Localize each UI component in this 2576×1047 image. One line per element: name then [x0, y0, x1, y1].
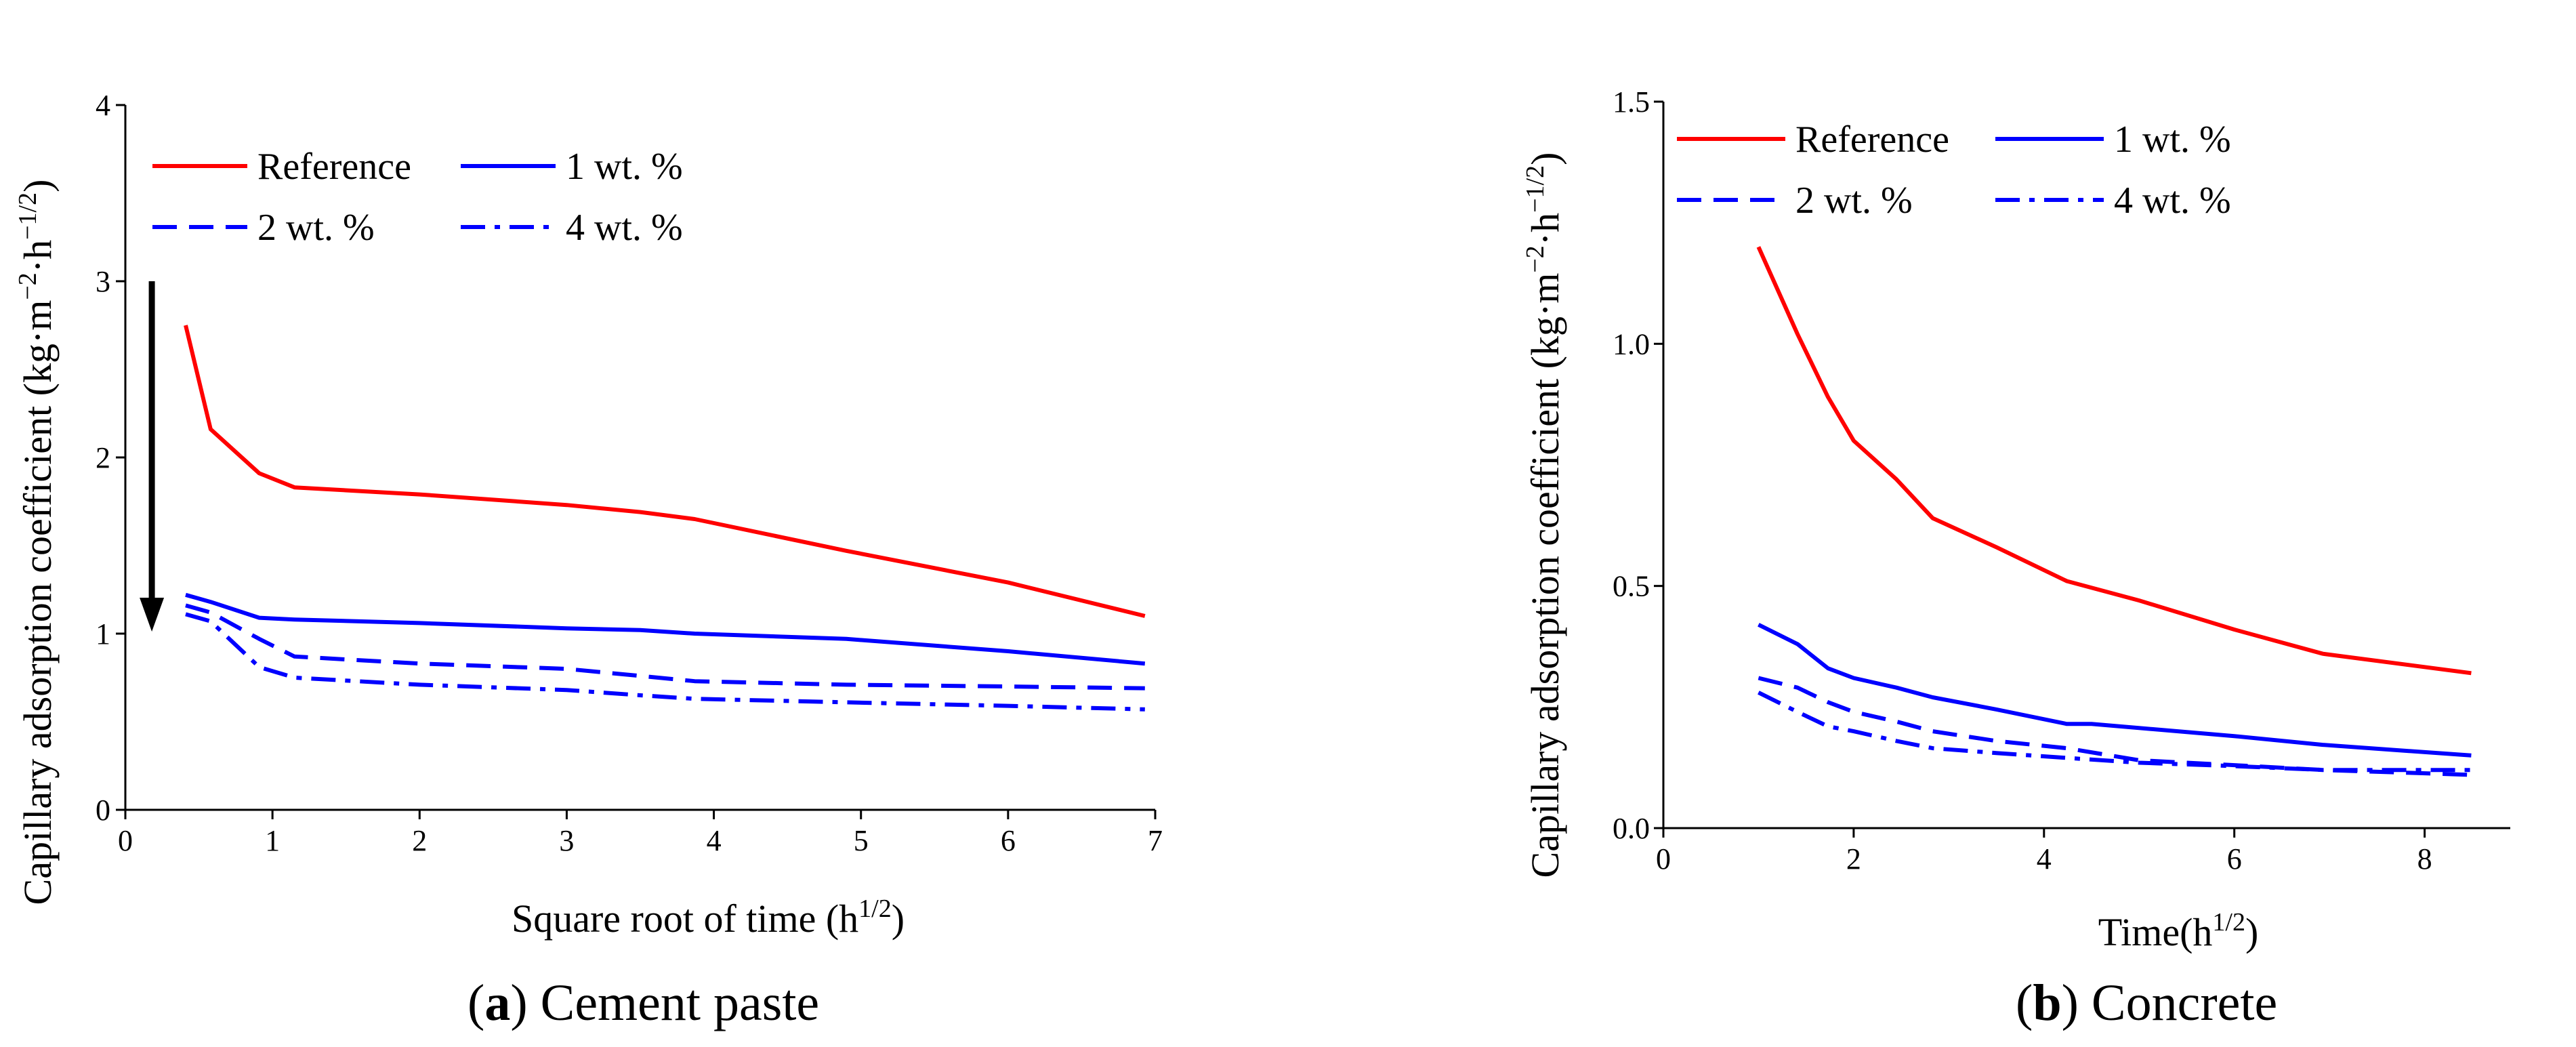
chart-a-series-2-wt — [185, 603, 1145, 691]
chart-a-series-1-wt — [185, 592, 1146, 666]
chart-b-x-tick-label: 2 — [1846, 842, 1861, 876]
chart-a: 0 1 2 3 4 5 6 7 0 1 2 3 4 Reference 1 wt. % 2 wt. % 4 w… — [14, 89, 1163, 1031]
chart-b-legend-label: 4 wt. % — [2114, 180, 2231, 222]
chart-a-legend: Reference 1 wt. % 2 wt. % 4 wt. % — [152, 146, 683, 249]
chart-a-y-tick-label: 0 — [96, 794, 110, 827]
chart-a-x-tick-label: 6 — [1001, 824, 1016, 857]
chart-b-legend-label: 1 wt. % — [2114, 119, 2231, 161]
chart-b-axes: 0 2 4 6 8 0.0 0.5 1.0 1.5 — [1613, 85, 2510, 876]
chart-a-caption: (a) Cement paste — [468, 974, 819, 1031]
chart-a-x-tick-label: 5 — [854, 824, 869, 857]
chart-b-y-tick-label: 0.0 — [1613, 812, 1650, 845]
chart-b-y-tick-label: 1.5 — [1613, 85, 1650, 119]
chart-a-axes: 0 1 2 3 4 5 6 7 0 1 2 3 4 — [96, 89, 1163, 857]
chart-a-x-tick-label: 0 — [118, 824, 133, 857]
chart-a-y-tick-label: 4 — [96, 89, 110, 122]
chart-a-y-tick-label: 2 — [96, 441, 110, 474]
chart-b-x-tick-label: 8 — [2417, 842, 2432, 876]
chart-b-y-tick-label: 0.5 — [1613, 570, 1650, 603]
chart-a-series-4-wt — [185, 612, 1145, 712]
chart-a-legend-label: Reference — [257, 146, 411, 188]
chart-b: 0 2 4 6 8 0.0 0.5 1.0 1.5 Reference 1 wt. % 2 wt. … — [1521, 85, 2510, 1031]
chart-b-series-1-wt — [1758, 623, 2472, 758]
chart-b-y-axis-title: Capillary adsorption coefficient (kg·m−2… — [1521, 152, 1567, 878]
chart-b-series-reference — [1756, 246, 2472, 676]
chart-a-y-tick-label: 3 — [96, 265, 110, 298]
chart-b-caption: (b) Concrete — [2016, 974, 2277, 1031]
chart-a-legend-label: 4 wt. % — [566, 207, 683, 249]
chart-a-x-tick-label: 3 — [559, 824, 574, 857]
chart-b-legend-label: 2 wt. % — [1795, 180, 1913, 222]
chart-b-x-tick-label: 6 — [2227, 842, 2242, 876]
chart-a-x-tick-label: 7 — [1148, 824, 1163, 857]
chart-b-legend: Reference 1 wt. % 2 wt. % 4 wt. % — [1677, 119, 2231, 222]
chart-a-legend-label: 1 wt. % — [566, 146, 683, 188]
chart-b-x-tick-label: 0 — [1656, 842, 1671, 876]
chart-b-x-tick-label: 4 — [2037, 842, 2052, 876]
chart-b-series — [1756, 246, 2472, 777]
chart-b-legend-label: Reference — [1795, 119, 1949, 161]
chart-a-legend-label: 2 wt. % — [257, 207, 375, 249]
chart-a-arrow — [140, 281, 165, 632]
chart-b-series-4-wt — [1758, 691, 2472, 773]
chart-a-x-tick-label: 4 — [707, 824, 722, 857]
chart-a-y-axis-title: Capillary adsorption coefficient (kg·m−2… — [14, 180, 60, 905]
chart-a-arrow-head — [140, 598, 165, 632]
chart-b-x-axis-title: Time(h1/2) — [2098, 908, 2259, 954]
chart-b-y-tick-label: 1.0 — [1613, 327, 1650, 361]
chart-a-x-tick-label: 2 — [412, 824, 427, 857]
chart-a-y-tick-label: 1 — [96, 617, 110, 651]
chart-a-series — [184, 325, 1146, 712]
chart-a-series-reference — [184, 325, 1146, 618]
chart-a-x-tick-label: 1 — [265, 824, 280, 857]
chart-a-x-axis-title: Square root of time (h1/2) — [512, 895, 905, 941]
